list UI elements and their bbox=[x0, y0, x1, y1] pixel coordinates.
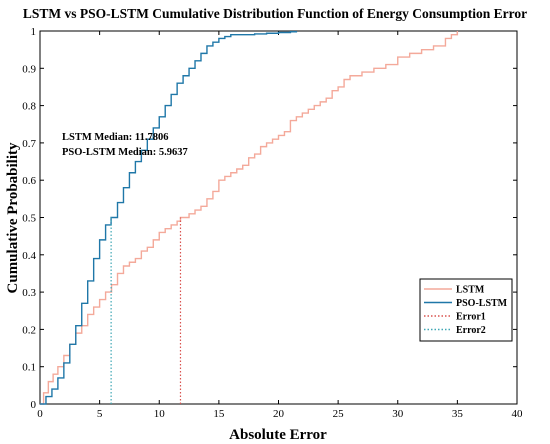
legend-label-error2: Error2 bbox=[456, 325, 486, 336]
pso-lstm-median-annotation: PSO-LSTM Median: 5.9637 bbox=[62, 147, 188, 158]
series-line-lstm bbox=[40, 31, 459, 405]
x-tick-label: 35 bbox=[452, 408, 464, 420]
y-tick-label: 0.2 bbox=[22, 324, 36, 336]
x-axis-label: Absolute Error bbox=[229, 427, 327, 443]
y-tick-label: 0 bbox=[31, 399, 37, 411]
legend-label-pso-lstm: PSO-LSTM bbox=[456, 298, 508, 309]
x-tick-label: 10 bbox=[154, 408, 166, 420]
chart-title: LSTM vs PSO-LSTM Cumulative Distribution… bbox=[23, 6, 527, 21]
series-layer bbox=[40, 31, 459, 405]
x-tick-label: 30 bbox=[392, 408, 404, 420]
x-tick-label: 0 bbox=[37, 408, 43, 420]
series-line-pso-lstm bbox=[40, 31, 298, 405]
x-tick-label: 5 bbox=[97, 408, 103, 420]
x-tick-label: 20 bbox=[273, 408, 285, 420]
plot-area bbox=[39, 30, 518, 405]
legend: LSTM PSO-LSTM Error1 Error2 bbox=[419, 278, 513, 342]
legend-label-error1: Error1 bbox=[456, 312, 486, 323]
axis-ticks: 0 5 10 15 20 25 30 35 40 0 0.1 0.2 0.3 0.4 0.5 0.6 0.7 0.… bbox=[22, 26, 523, 420]
y-tick-label: 0.6 bbox=[22, 175, 36, 187]
y-tick-label: 0.1 bbox=[22, 362, 36, 374]
x-tick-label: 25 bbox=[333, 408, 345, 420]
x-tick-label: 15 bbox=[213, 408, 225, 420]
y-tick-label: 0.4 bbox=[22, 250, 36, 262]
y-axis-label: Cumulative Probability bbox=[5, 142, 21, 293]
y-tick-label: 0.8 bbox=[22, 101, 36, 113]
lstm-median-annotation: LSTM Median: 11.7806 bbox=[62, 132, 168, 143]
legend-label-lstm: LSTM bbox=[456, 285, 485, 296]
x-tick-label: 40 bbox=[512, 408, 524, 420]
y-tick-label: 0.7 bbox=[22, 138, 36, 150]
y-tick-label: 0.9 bbox=[22, 63, 36, 75]
y-tick-label: 0.5 bbox=[22, 213, 36, 225]
y-tick-label: 1 bbox=[31, 26, 37, 38]
y-tick-label: 0.3 bbox=[22, 287, 36, 299]
